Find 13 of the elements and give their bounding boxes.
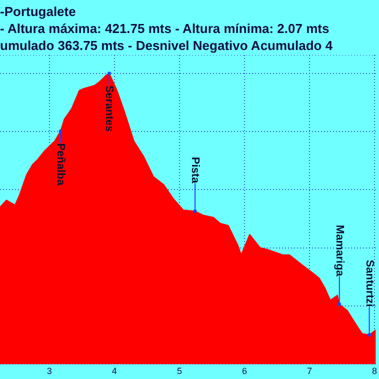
x-tick-label: 3: [46, 366, 52, 376]
x-tick-label: 5: [176, 366, 182, 376]
x-tick-label: 6: [242, 366, 247, 376]
annotation: Pista: [189, 156, 202, 184]
annotation: Peñalba: [54, 143, 66, 186]
annotation: Mamariga: [333, 224, 346, 278]
x-tick-label: 8: [372, 366, 378, 376]
chart-subtitle: - Altura máxima: 421.75 mts - Altura mínima: 2.07 mts umulado 363.75 mts - Desnivel Negativo Acumulado 4: [0, 20, 334, 54]
annotation: Santurtzi: [363, 260, 376, 307]
chart-title: -Portugalete: [0, 3, 77, 20]
x-tick-label: 7: [306, 366, 312, 376]
annotation: Serantes: [103, 85, 116, 132]
x-tick-label: 4: [112, 366, 117, 376]
